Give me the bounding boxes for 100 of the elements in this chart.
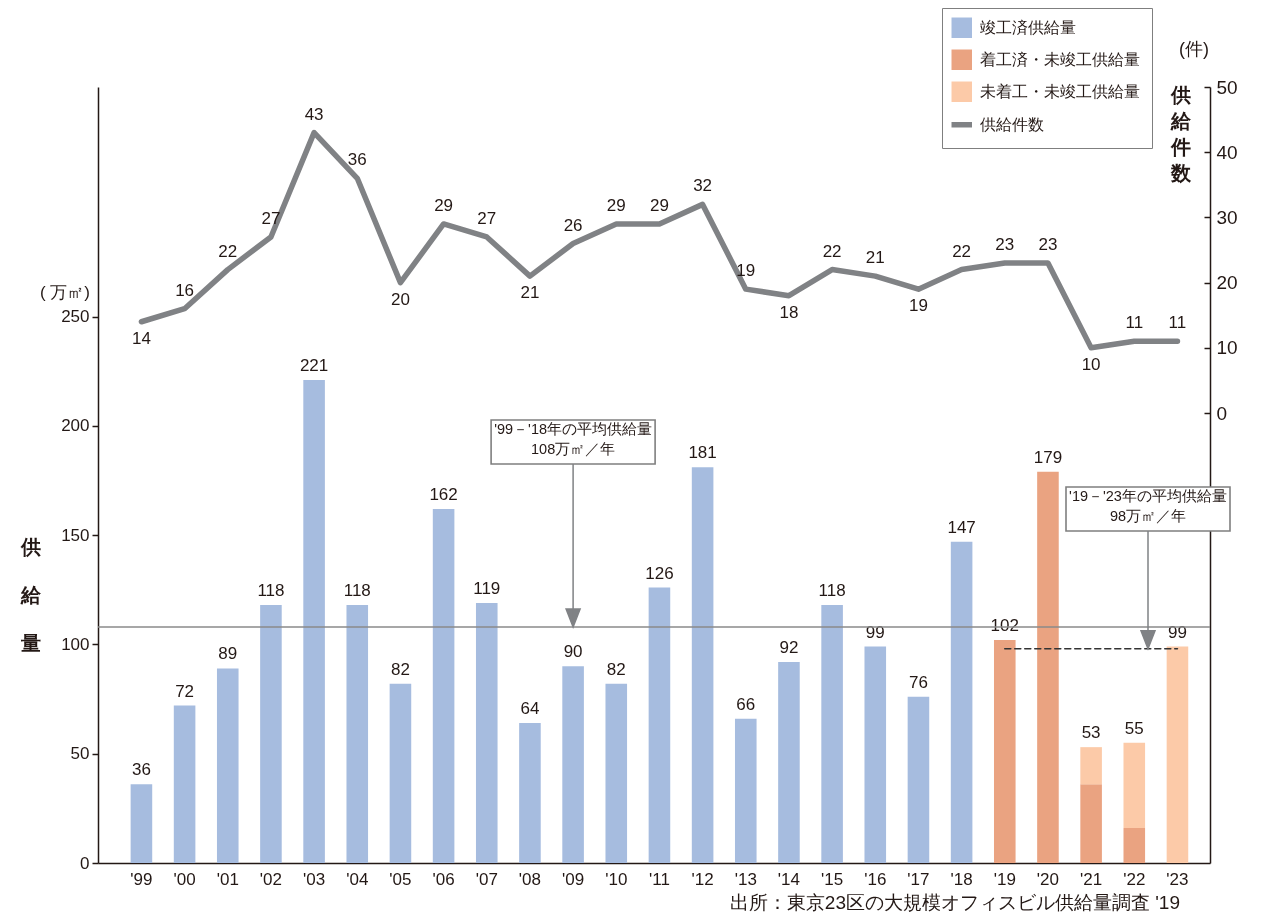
x-tick-label: '09 [562,869,585,889]
y-tick-label: 100 [61,634,90,654]
y2-axis-title: 供給件数 [1169,83,1192,184]
y-tick-label: 250 [61,307,90,327]
data-label: 26 [563,215,583,235]
y2-tick-label: 30 [1216,206,1238,228]
y2-tick-label: 20 [1216,272,1238,294]
total-label: 72 [175,681,195,701]
total-label: 92 [779,637,799,657]
bar [993,640,1016,863]
data-label: 11 [1168,313,1187,333]
data-label: 22 [952,241,972,261]
total-label: 90 [563,642,583,662]
data-label: 29 [606,195,626,215]
bar [1080,784,1102,863]
bar [1080,747,1102,785]
bar [778,661,800,863]
bar [1037,471,1059,863]
x-tick-label: '10 [605,869,628,889]
x-tick-label: '22 [1123,869,1146,889]
x-tick-label: '15 [821,869,844,889]
data-label: 36 [347,150,367,170]
total-label: 89 [218,644,238,664]
bar [260,605,282,863]
bar [432,508,455,863]
bar [389,683,412,863]
data-label: 21 [520,283,540,303]
x-tick-label: '07 [475,869,498,889]
total-label: 179 [1033,447,1063,467]
y-tick-label: 50 [70,744,90,764]
data-label: 20 [390,289,410,309]
data-label: 18 [779,302,799,322]
data-label: 21 [865,248,885,268]
legend-label: 竣工済供給量 [979,18,1076,36]
bar [821,605,843,863]
total-label: 102 [990,616,1019,636]
y-tick-label: 150 [61,525,90,545]
total-label: 119 [473,578,501,598]
data-label: 29 [434,195,454,215]
x-tick-label: '23 [1166,869,1189,889]
data-label: 23 [1038,235,1058,255]
data-label: 32 [693,176,713,196]
bar [303,379,325,863]
legend-label: 着工済・未竣工供給量 [979,50,1140,68]
legend-label: 未着工・未竣工供給量 [979,82,1140,100]
x-tick-label: '01 [216,869,239,889]
x-tick-label: '16 [864,869,887,889]
data-label: 43 [304,104,324,124]
data-label: 27 [477,208,497,228]
text: 出所：東京23区の大規模オフィスビル供給量調査 '19 [729,892,1180,913]
bar [734,718,757,863]
bar [1123,742,1146,829]
total-label: 99 [1167,622,1187,642]
bar [691,467,714,863]
x-tick-label: '00 [173,869,196,889]
legend-label: 供給件数 [979,115,1044,133]
data-label: 14 [131,328,151,348]
bar [605,683,628,863]
x-tick-label: '03 [303,869,326,889]
total-label: 64 [520,699,540,719]
data-label: 22 [822,241,842,261]
total-label: 53 [1081,723,1101,743]
bar [562,666,584,863]
data-label: 19 [908,296,928,316]
total-label: 162 [429,484,458,504]
data-label: 11 [1125,313,1144,333]
data-label: 23 [995,235,1015,255]
data-label: 16 [175,280,195,300]
total-label: 82 [390,659,410,679]
total-label: 181 [688,443,717,463]
bar [346,605,369,863]
annotation: '19－'23年の平均供給量 98万㎡／年 [1069,488,1227,524]
x-tick-label: '08 [518,869,542,889]
x-tick-label: '13 [734,869,757,889]
x-tick-label: '05 [389,869,412,889]
x-tick-label: '04 [346,869,369,889]
x-tick-label: '06 [432,869,455,889]
bar [1123,828,1146,863]
x-tick-label: '20 [1036,869,1060,889]
data-label: 19 [736,261,756,281]
total-label: 99 [865,622,885,642]
total-label: 126 [645,563,674,583]
total-label: 82 [606,659,626,679]
bar [173,705,196,863]
bar [475,602,498,863]
x-tick-label: '02 [259,869,283,889]
data-label: 27 [261,208,281,228]
x-tick-label: '17 [907,869,930,889]
y2-tick-label: 50 [1216,76,1238,98]
total-label: 76 [908,672,928,692]
x-tick-label: '11 [648,869,670,889]
y2-tick-label: 0 [1216,402,1228,424]
total-label: 66 [736,694,756,714]
total-label: 36 [131,760,151,780]
y-tick-label: 200 [61,416,90,436]
total-label: 147 [947,517,976,537]
total-label: 55 [1124,718,1144,738]
x-tick-label: '18 [950,869,973,889]
y-tick-label: 0 [80,853,90,873]
text: ( 万㎡) [39,283,91,302]
